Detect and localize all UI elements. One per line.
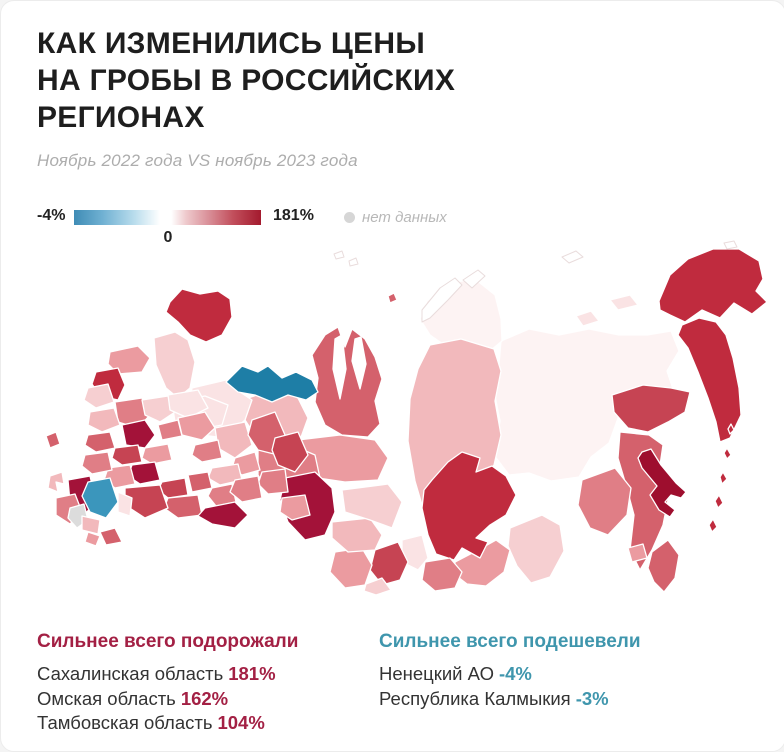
list-item: Республика Калмыкия -3% xyxy=(379,687,709,712)
region-crimea xyxy=(47,471,65,493)
region-kaluga-tula xyxy=(111,444,143,466)
island-wrangel xyxy=(723,240,738,250)
region-name: Тамбовская область xyxy=(37,712,213,733)
region-primorye xyxy=(647,539,680,593)
region-yamalo-nenets xyxy=(311,326,383,438)
legend-min-label: -4% xyxy=(37,207,66,224)
region-tuva xyxy=(421,557,463,592)
list-item: Ненецкий АО -4% xyxy=(379,662,709,687)
region-pskov xyxy=(83,383,115,409)
region-altai-republic xyxy=(363,577,392,596)
region-value: -4% xyxy=(498,663,532,684)
region-sverdlovsk xyxy=(271,431,309,473)
gulf-taz xyxy=(351,336,367,390)
region-kalmykia xyxy=(81,477,119,519)
island-severnaya-zemlya xyxy=(561,250,584,264)
region-magadan xyxy=(611,384,691,433)
island-new-siberian xyxy=(609,294,639,311)
region-stavropol xyxy=(81,515,101,535)
region-jewish-ao xyxy=(627,543,648,563)
island-lyakhovsky xyxy=(575,310,600,327)
region-name: Республика Калмыкия xyxy=(379,687,571,709)
region-bryansk xyxy=(84,431,116,453)
region-vladimir xyxy=(157,419,183,441)
region-saratov xyxy=(163,494,203,519)
region-tomsk xyxy=(341,483,403,529)
region-amur xyxy=(577,467,632,536)
region-murmansk xyxy=(165,288,233,343)
region-leningrad xyxy=(107,345,151,375)
list-item: Омская область 162% xyxy=(37,687,367,712)
legend-no-data: нет данных xyxy=(344,209,447,226)
subtitle: Ноябрь 2022 года VS ноябрь 2023 года xyxy=(37,151,358,170)
region-mari-chuvash xyxy=(191,439,223,463)
region-dagestan xyxy=(99,527,123,546)
region-astrakhan xyxy=(117,491,133,517)
region-ryazan xyxy=(141,443,173,465)
region-kaliningrad xyxy=(45,431,61,449)
region-moscow xyxy=(121,419,156,449)
list-decreased: Сильнее всего подешевели Ненецкий АО -4% … xyxy=(379,631,709,711)
page-title: КАК ИЗМЕНИЛИСЬ ЦЕНЫ НА ГРОБЫ В РОССИЙСКИ… xyxy=(37,27,456,134)
region-name: Ненецкий АО xyxy=(379,663,494,684)
region-chelyabinsk xyxy=(257,468,289,495)
list-decreased-header: Сильнее всего подешевели xyxy=(379,631,641,652)
region-karelia xyxy=(153,331,196,399)
region-orenburg xyxy=(197,501,249,529)
region-name: Омская область xyxy=(37,687,176,709)
region-kurgan xyxy=(279,494,311,521)
list-increased-header: Сильнее всего подорожали xyxy=(37,631,299,652)
region-value: 181% xyxy=(228,663,276,684)
region-nenets-ao xyxy=(225,365,319,403)
island-bely xyxy=(387,292,398,304)
region-yaroslavl xyxy=(141,395,176,423)
legend-max-label: 181% xyxy=(273,207,314,224)
island-franz-josef xyxy=(333,250,359,267)
region-bashkortostan xyxy=(229,475,263,503)
list-item: Сахалинская область 181% xyxy=(37,662,367,687)
legend-zero-label: 0 xyxy=(163,229,173,246)
region-name: Сахалинская область xyxy=(37,663,224,684)
region-novosibirsk xyxy=(331,517,383,553)
region-irkutsk xyxy=(421,451,517,561)
gulf-ob xyxy=(332,334,347,400)
region-kamchatka xyxy=(677,317,742,443)
island-novaya-zemlya xyxy=(421,269,486,323)
region-kursk-belgorod xyxy=(81,451,113,475)
russia-choropleth-map xyxy=(45,240,768,596)
region-altai-krai xyxy=(329,547,373,589)
list-item: Тамбовская область 104% xyxy=(37,711,367,736)
list-increased: Сильнее всего подорожали Сахалинская обл… xyxy=(37,631,367,736)
region-value: 104% xyxy=(217,712,265,733)
region-value: -3% xyxy=(575,687,609,709)
region-kuril-islands xyxy=(708,423,735,533)
region-kabardino xyxy=(84,531,101,547)
region-zabaikalsky xyxy=(507,514,565,584)
region-value: 162% xyxy=(180,687,229,709)
no-data-label: нет данных xyxy=(362,209,447,226)
region-smolensk xyxy=(87,407,121,433)
legend-gradient-bar xyxy=(74,210,261,225)
region-sakhalin xyxy=(637,448,687,518)
region-ulyanovsk xyxy=(187,471,213,493)
no-data-dot-icon xyxy=(344,212,355,223)
region-chukotka xyxy=(658,248,768,323)
